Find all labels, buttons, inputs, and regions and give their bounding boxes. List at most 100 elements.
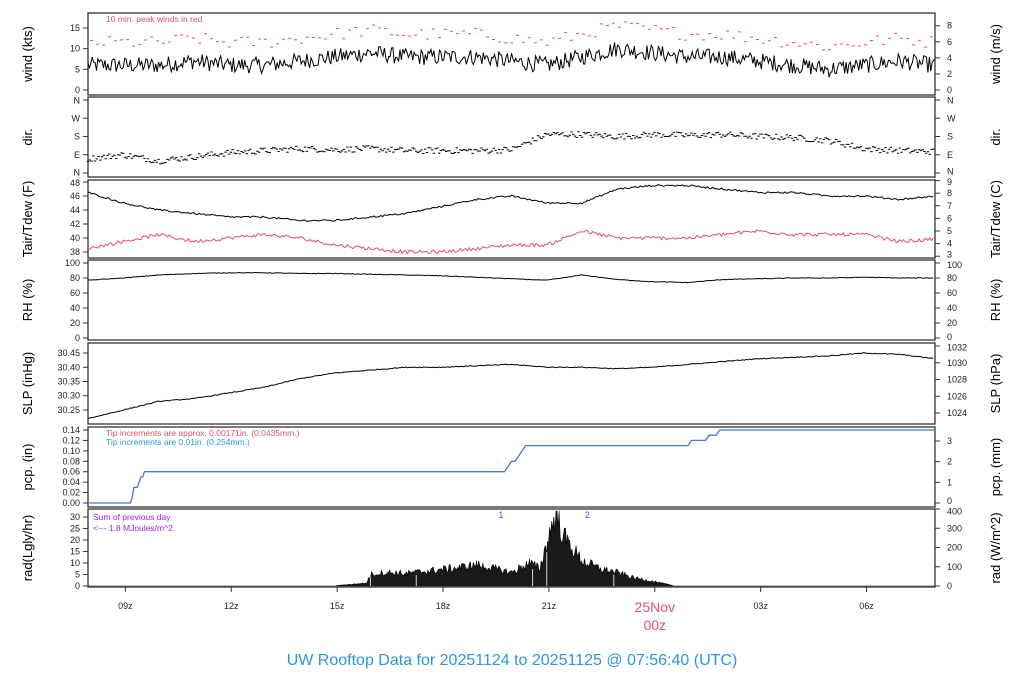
rad-marker-label: 2 (585, 510, 590, 520)
pcp-plot-frame (87, 426, 936, 508)
temp-left-tick-label: 40 (70, 233, 80, 243)
pcp-left-tick-label: 0.08 (62, 456, 80, 466)
temp-right-tick-label: 8 (947, 188, 952, 198)
wind-left-tick-label: 15 (70, 23, 80, 33)
slp-left-tick-label: 30.30 (57, 391, 80, 401)
date-marker-hour: 00z (643, 617, 666, 633)
pcp-left-tick-label: 0.04 (62, 477, 80, 487)
temp-right-tick-label: 4 (947, 239, 952, 249)
rad-y-axis-label: rad(Lgly/hr) (20, 515, 35, 581)
temp-right-tick-label: 7 (947, 201, 952, 211)
temp-left-tick-label: 38 (70, 247, 80, 257)
temp-left-tick-label: 44 (70, 205, 80, 215)
dir-right-axis-label: dir. (988, 128, 1003, 145)
x-tick-label: 06z (859, 601, 874, 611)
slp-right-tick-label: 1028 (947, 375, 967, 385)
dir-right-tick-label: N (947, 167, 954, 177)
rad-right-tick-label: 200 (947, 543, 962, 553)
temp-right-tick-label: 5 (947, 226, 952, 236)
wind-left-tick-label: 5 (75, 64, 80, 74)
pcp-right-tick-label: 1 (947, 477, 952, 487)
dir-left-tick-label: E (74, 150, 80, 160)
panel-slp: 30.25 30.30 30.35 30.40 30.45 1024 1026 1028 103… (20, 342, 1003, 425)
rh-left-tick-label: 100 (65, 258, 80, 268)
rh-right-tick-label: 80 (947, 273, 957, 283)
pcp-right-tick-label: 3 (947, 436, 952, 446)
rad-right-tick-label: 300 (947, 523, 962, 533)
rh-plot-frame (87, 259, 936, 341)
rh-y-axis-label: RH (%) (20, 279, 35, 322)
pcp-y-axis-label: pcp. (in) (20, 444, 35, 491)
temp-right-tick-label: 6 (947, 213, 952, 223)
panel-temp: 38 40 42 44 46 48 34 5 6 7 89 Tair/Tdew (F) Tair/Tde… (20, 177, 1003, 259)
x-tick-label: 18z (436, 601, 451, 611)
rad-right-tick-label: 0 (947, 581, 952, 591)
pcp-left-tick-label: 0.02 (62, 488, 80, 498)
temp-plot-frame (87, 179, 936, 259)
dewpoint-line (87, 229, 934, 255)
rh-right-axis-label: RH (%) (988, 279, 1003, 322)
wind-right-tick-label: 6 (947, 37, 952, 47)
sea-level-pressure-line (87, 352, 934, 420)
temp-left-tick-label: 42 (70, 219, 80, 229)
rh-right-tick-label: 100 (947, 260, 962, 270)
date-marker-day: 25Nov (635, 599, 675, 615)
pcp-right-axis-label: pcp. (mm) (988, 438, 1003, 497)
rad-left-tick-label: 20 (70, 535, 80, 545)
wind-speed-line (87, 42, 936, 78)
rad-marker-label: 1 (498, 510, 503, 520)
wind-plot-frame (87, 12, 936, 96)
chart-title: UW Rooftop Data for 20251124 to 20251125… (287, 652, 738, 669)
wind-right-tick-label: 4 (947, 53, 952, 63)
dir-left-tick-label: W (72, 113, 81, 123)
pcp-right-tick-label: 2 (947, 457, 952, 467)
temp-right-tick-label: 9 (947, 177, 952, 187)
rad-left-tick-label: 30 (70, 512, 80, 522)
pcp-left-tick-label: 0.12 (62, 435, 80, 445)
slp-right-axis-label: SLP (hPa) (988, 354, 1003, 414)
temp-left-tick-label: 48 (70, 178, 80, 188)
pcp-left-tick-label: 0.14 (62, 425, 80, 435)
rad-right-axis-label: rad (W/m^2) (988, 512, 1003, 583)
rad-note-line1: Sum of previous day (93, 512, 171, 522)
rh-left-tick-label: 40 (70, 303, 80, 313)
dir-left-tick-label: N (74, 95, 81, 105)
rh-right-tick-label: 40 (947, 303, 957, 313)
x-tick-label: 21z (542, 601, 557, 611)
rad-left-tick-label: 25 (70, 524, 80, 534)
rad-left-tick-label: 5 (75, 570, 80, 580)
rad-right-tick-label: 400 (947, 506, 962, 516)
rad-note-line2: <--- 1.8 MJoules/m^2 (93, 523, 173, 533)
x-tick-label: 12z (224, 601, 239, 611)
rad-right-tick-label: 100 (947, 562, 962, 572)
rh-right-tick-label: 0 (947, 332, 952, 342)
rad-left-tick-label: 0 (75, 581, 80, 591)
slp-left-tick-label: 30.45 (57, 348, 80, 358)
pcp-right-tick-label: 0 (947, 496, 952, 506)
dir-right-tick-label: W (947, 113, 956, 123)
slp-right-tick-label: 1032 (947, 342, 967, 352)
panel-pcp: 0.000.020.040.060.080.100.120.14 0 1 2 3 pcp.… (20, 425, 1003, 508)
rad-left-tick-label: 15 (70, 547, 80, 557)
rh-right-tick-label: 20 (947, 318, 957, 328)
wind-y-axis-label: wind (kts) (20, 26, 35, 83)
x-tick-label: 15z (330, 601, 345, 611)
pcp-note-red: Tip increments are approx. 0.00171in. (0… (106, 428, 300, 438)
wind-gust-marks (90, 21, 933, 51)
slp-y-axis-label: SLP (inHg) (20, 352, 35, 415)
x-tick-label: 09z (118, 601, 133, 611)
dir-right-tick-label: S (947, 132, 953, 142)
rh-left-tick-label: 80 (70, 273, 80, 283)
slp-left-tick-label: 30.25 (57, 405, 80, 415)
pcp-left-tick-label: 0.10 (62, 446, 80, 456)
temp-left-tick-label: 46 (70, 191, 80, 201)
pcp-note-blue: Tip increments are 0.01in. (0.254mm.) (106, 437, 250, 447)
slp-plot-frame (87, 342, 936, 425)
wind-note: 10 min. peak winds in red (106, 14, 203, 24)
wind-direction-marks (86, 131, 935, 165)
wind-right-tick-label: 2 (947, 69, 952, 79)
wind-right-axis-label: wind (m/s) (988, 24, 1003, 85)
wind-left-tick-label: 10 (70, 44, 80, 54)
